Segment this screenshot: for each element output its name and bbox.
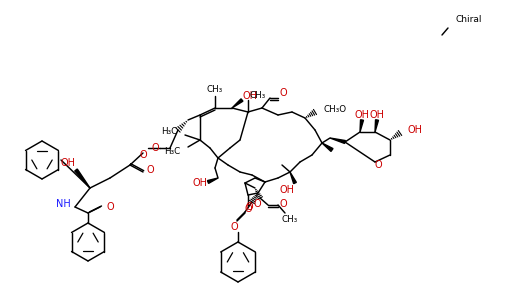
- Text: O: O: [374, 160, 382, 170]
- Text: CH₃: CH₃: [282, 215, 298, 224]
- Text: NH: NH: [56, 199, 70, 209]
- Polygon shape: [75, 169, 90, 188]
- Text: OH: OH: [370, 110, 385, 120]
- Text: OH: OH: [243, 91, 258, 101]
- Text: CH₃O: CH₃O: [323, 104, 346, 113]
- Text: OH: OH: [280, 185, 294, 195]
- Text: O: O: [106, 202, 114, 212]
- Polygon shape: [330, 138, 346, 143]
- Text: O: O: [146, 165, 154, 175]
- Polygon shape: [207, 178, 218, 183]
- Text: H₃C: H₃C: [161, 127, 177, 136]
- Text: H₃C: H₃C: [164, 147, 180, 155]
- Text: O: O: [245, 202, 253, 212]
- Text: OH: OH: [193, 178, 207, 188]
- Text: O: O: [279, 88, 287, 98]
- Text: O: O: [244, 204, 252, 214]
- Polygon shape: [290, 172, 296, 184]
- Text: O: O: [253, 199, 261, 209]
- Polygon shape: [375, 120, 378, 132]
- Text: O: O: [279, 199, 287, 209]
- Text: OH: OH: [354, 110, 370, 120]
- Text: O: O: [230, 222, 238, 232]
- Text: CH₃: CH₃: [250, 91, 266, 100]
- Polygon shape: [322, 143, 333, 151]
- Text: OH: OH: [407, 125, 422, 135]
- Polygon shape: [232, 99, 243, 108]
- Text: O: O: [139, 150, 147, 160]
- Polygon shape: [360, 120, 364, 132]
- Text: Chiral: Chiral: [455, 16, 481, 25]
- Text: OH: OH: [60, 158, 75, 168]
- Text: O: O: [151, 143, 159, 153]
- Text: CH₃: CH₃: [207, 85, 223, 95]
